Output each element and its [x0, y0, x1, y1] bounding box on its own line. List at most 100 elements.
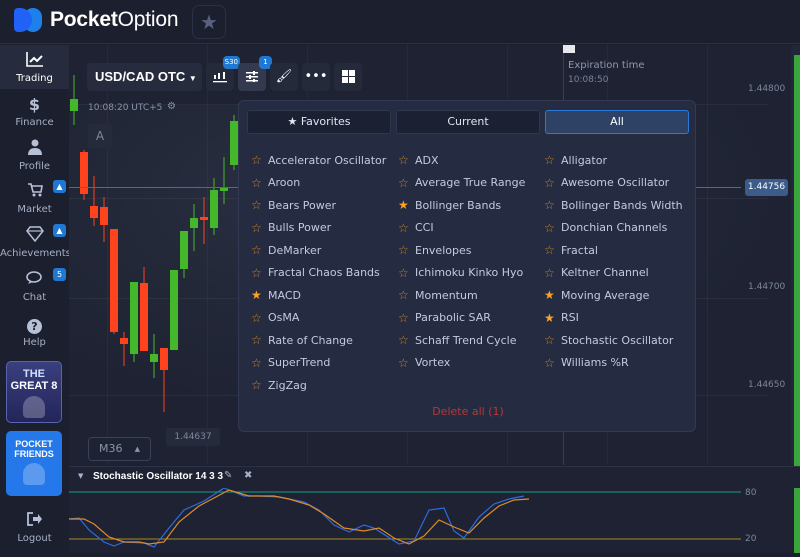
- indicator-item[interactable]: ☆ Rate of Change: [251, 329, 386, 352]
- star-outline-icon[interactable]: ☆: [251, 333, 262, 348]
- great8-promo-banner[interactable]: THE GREAT 8: [6, 361, 62, 423]
- gear-icon[interactable]: ⚙: [167, 101, 176, 112]
- expiration-time: 10:08:50: [568, 75, 609, 85]
- star-outline-icon[interactable]: ☆: [251, 378, 262, 393]
- star-outline-icon[interactable]: ☆: [544, 153, 555, 168]
- auto-scale-button[interactable]: A: [88, 124, 112, 148]
- indicator-item[interactable]: ★ MACD: [251, 284, 386, 307]
- star-outline-icon[interactable]: ☆: [398, 310, 409, 325]
- star-outline-icon[interactable]: ☆: [251, 265, 262, 280]
- indicator-item[interactable]: ☆ Keltner Channel: [544, 262, 683, 285]
- star-outline-icon[interactable]: ☆: [398, 288, 409, 303]
- sidebar-item-finance[interactable]: $ Finance: [0, 95, 69, 128]
- pocket-friends-promo-banner[interactable]: POCKET FRIENDS: [6, 431, 62, 496]
- chart-type-button[interactable]: S30: [206, 56, 240, 91]
- star-outline-icon[interactable]: ☆: [544, 198, 555, 213]
- indicator-item[interactable]: ☆ Parabolic SAR: [398, 307, 525, 330]
- tab-current[interactable]: Current: [396, 110, 540, 134]
- candle: [110, 229, 118, 334]
- indicator-item[interactable]: ☆ Momentum: [398, 284, 525, 307]
- indicator-item[interactable]: ☆ ZigZag: [251, 374, 386, 397]
- star-outline-icon[interactable]: ☆: [251, 355, 262, 370]
- sidebar-item-profile[interactable]: Profile: [0, 139, 69, 172]
- sidebar-item-trading[interactable]: Trading: [0, 45, 69, 89]
- star-filled-icon[interactable]: ★: [398, 198, 409, 213]
- sidebar-item-market[interactable]: Market: [0, 182, 69, 215]
- indicator-item[interactable]: ☆ Donchian Channels: [544, 217, 683, 240]
- indicator-item[interactable]: ☆ DeMarker: [251, 239, 386, 262]
- tab-favorites[interactable]: ★ Favorites: [247, 110, 391, 134]
- indicator-item[interactable]: ☆ Ichimoku Kinko Hyo: [398, 262, 525, 285]
- sidebar-item-help[interactable]: ? Help: [0, 315, 69, 348]
- star-icon: ★: [287, 115, 298, 128]
- indicator-item[interactable]: ☆ ADX: [398, 149, 525, 172]
- indicator-item[interactable]: ☆ Envelopes: [398, 239, 525, 262]
- star-outline-icon[interactable]: ☆: [544, 265, 555, 280]
- indicator-item[interactable]: ☆ Aroon: [251, 172, 386, 195]
- indicator-item[interactable]: ★ Bollinger Bands: [398, 194, 525, 217]
- delete-all-button[interactable]: Delete all (1): [432, 405, 504, 418]
- star-outline-icon[interactable]: ☆: [251, 175, 262, 190]
- tab-all[interactable]: All: [545, 110, 689, 134]
- star-outline-icon[interactable]: ☆: [398, 243, 409, 258]
- pencil-icon[interactable]: ✎: [224, 470, 233, 481]
- indicator-item[interactable]: ★ Moving Average: [544, 284, 683, 307]
- star-outline-icon[interactable]: ☆: [251, 220, 262, 235]
- indicator-item[interactable]: ☆ Alligator: [544, 149, 683, 172]
- indicator-item[interactable]: ☆ Fractal Chaos Bands: [251, 262, 386, 285]
- favorites-button[interactable]: ★: [192, 5, 226, 39]
- indicator-item[interactable]: ☆ Average True Range: [398, 172, 525, 195]
- indicator-item[interactable]: ☆ Bears Power: [251, 194, 386, 217]
- indicator-item[interactable]: ☆ SuperTrend: [251, 352, 386, 375]
- star-outline-icon[interactable]: ☆: [251, 198, 262, 213]
- sidebar-label: Trading: [16, 73, 53, 84]
- star-outline-icon[interactable]: ☆: [398, 220, 409, 235]
- star-outline-icon[interactable]: ☆: [398, 265, 409, 280]
- drawing-tools-button[interactable]: 🖌: [270, 63, 298, 91]
- star-outline-icon[interactable]: ☆: [251, 310, 262, 325]
- star-outline-icon[interactable]: ☆: [398, 355, 409, 370]
- indicator-item[interactable]: ☆ CCI: [398, 217, 525, 240]
- star-filled-icon[interactable]: ★: [544, 310, 555, 325]
- layout-button[interactable]: [334, 63, 362, 91]
- indicator-label: Ichimoku Kinko Hyo: [415, 266, 524, 280]
- asset-selector[interactable]: USD/CAD OTC ▼: [87, 63, 202, 91]
- timeframe-badge: S30: [222, 56, 240, 69]
- timeframe-selector[interactable]: M36 ▲: [88, 437, 151, 461]
- star-outline-icon[interactable]: ☆: [398, 175, 409, 190]
- star-outline-icon[interactable]: ☆: [398, 333, 409, 348]
- indicator-label: ADX: [415, 153, 439, 167]
- star-filled-icon[interactable]: ★: [251, 288, 262, 303]
- star-outline-icon[interactable]: ☆: [544, 220, 555, 235]
- more-button[interactable]: •••: [302, 63, 330, 91]
- star-outline-icon[interactable]: ☆: [251, 243, 262, 258]
- indicator-label: RSI: [561, 311, 579, 325]
- stochastic-oscillator-pane[interactable]: 80 20: [68, 487, 794, 553]
- star-outline-icon[interactable]: ☆: [544, 333, 555, 348]
- logout-button[interactable]: Logout: [0, 511, 69, 544]
- indicators-button[interactable]: 1: [238, 56, 272, 91]
- star-outline-icon[interactable]: ☆: [544, 243, 555, 258]
- indicator-item[interactable]: ☆ Accelerator Oscillator: [251, 149, 386, 172]
- sidebar-item-achievements[interactable]: Achievements: [0, 226, 71, 259]
- indicator-item[interactable]: ★ RSI: [544, 307, 683, 330]
- indicator-item[interactable]: ☆ Awesome Oscillator: [544, 172, 683, 195]
- indicator-item[interactable]: ☆ Stochastic Oscillator: [544, 329, 683, 352]
- indicator-item[interactable]: ☆ Schaff Trend Cycle: [398, 329, 525, 352]
- indicator-item[interactable]: ☆ Bollinger Bands Width: [544, 194, 683, 217]
- expiration-flag-icon[interactable]: [563, 45, 575, 53]
- close-icon[interactable]: ✖: [244, 470, 253, 481]
- indicator-item[interactable]: ☆ Williams %R: [544, 352, 683, 375]
- star-filled-icon[interactable]: ★: [544, 288, 555, 303]
- indicator-item[interactable]: ☆ Fractal: [544, 239, 683, 262]
- star-outline-icon[interactable]: ☆: [544, 355, 555, 370]
- indicator-item[interactable]: ☆ Vortex: [398, 352, 525, 375]
- collapse-caret-icon[interactable]: ▼: [78, 472, 84, 480]
- indicator-item[interactable]: ☆ Bulls Power: [251, 217, 386, 240]
- star-outline-icon[interactable]: ☆: [251, 153, 262, 168]
- sidebar-item-chat[interactable]: Chat: [0, 270, 69, 303]
- logo[interactable]: PocketOption: [14, 8, 179, 32]
- indicator-item[interactable]: ☆ OsMA: [251, 307, 386, 330]
- star-outline-icon[interactable]: ☆: [398, 153, 409, 168]
- star-outline-icon[interactable]: ☆: [544, 175, 555, 190]
